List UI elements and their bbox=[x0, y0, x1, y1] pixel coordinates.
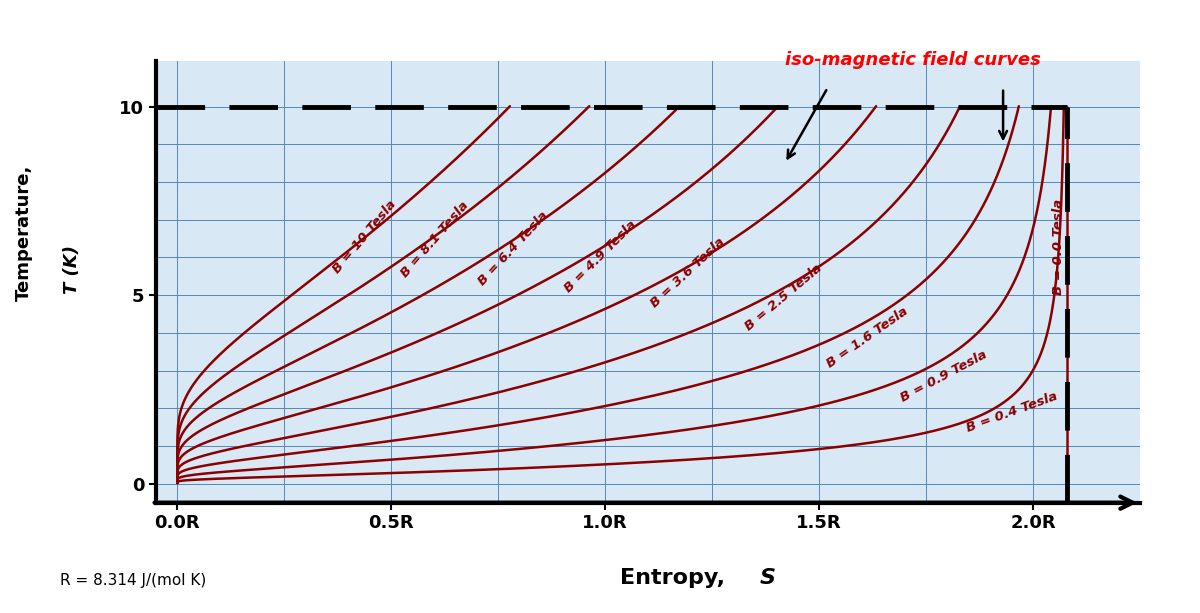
Text: S: S bbox=[760, 568, 776, 588]
Text: B = 0.4 Tesla: B = 0.4 Tesla bbox=[965, 390, 1060, 435]
Text: B = 3.6 Tesla: B = 3.6 Tesla bbox=[648, 235, 727, 310]
Text: B = 0.9 Tesla: B = 0.9 Tesla bbox=[899, 348, 990, 405]
Text: Temperature,: Temperature, bbox=[14, 165, 34, 301]
Text: T (K): T (K) bbox=[64, 245, 82, 294]
Text: B = 10 Tesla: B = 10 Tesla bbox=[330, 198, 398, 276]
Text: B = 4.9 Tesla: B = 4.9 Tesla bbox=[562, 218, 640, 295]
Text: B = 2.5 Tesla: B = 2.5 Tesla bbox=[743, 261, 824, 333]
Text: B = 6.4 Tesla: B = 6.4 Tesla bbox=[476, 208, 551, 287]
Text: B = 0.0 Tesla: B = 0.0 Tesla bbox=[1052, 199, 1066, 295]
Text: R = 8.314 J/(mol K): R = 8.314 J/(mol K) bbox=[60, 574, 206, 588]
Text: B = 8.1 Tesla: B = 8.1 Tesla bbox=[398, 199, 472, 280]
Text: iso-magnetic field curves: iso-magnetic field curves bbox=[785, 51, 1042, 69]
Text: B = 1.6 Tesla: B = 1.6 Tesla bbox=[824, 305, 911, 371]
Text: Entropy,: Entropy, bbox=[619, 568, 725, 588]
